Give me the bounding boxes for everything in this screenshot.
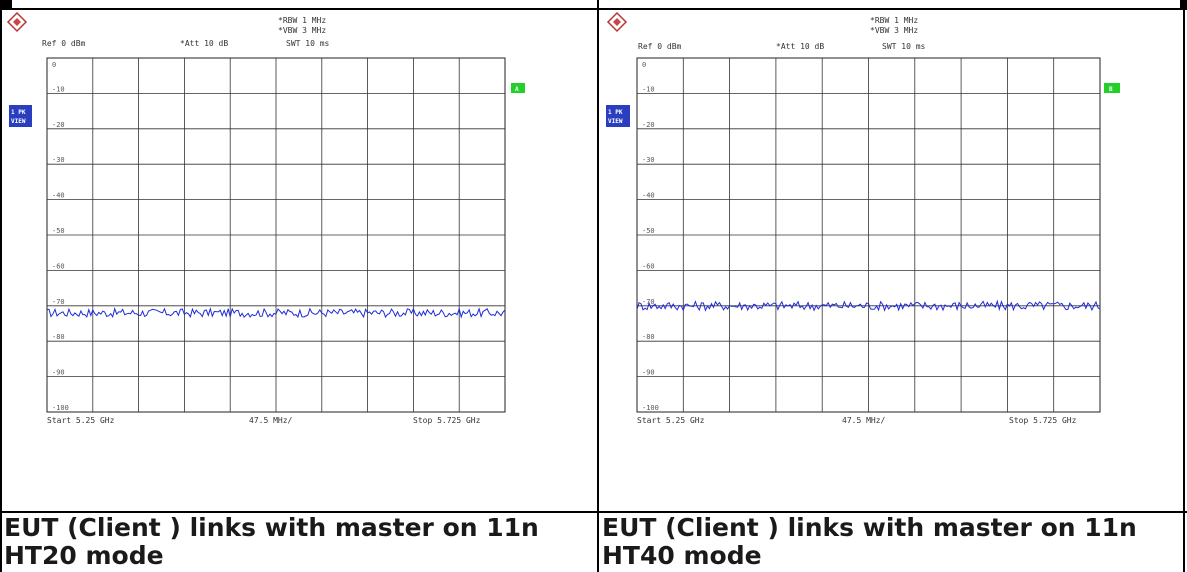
x-start-label: Start 5.25 GHz [47, 416, 115, 425]
x-div-label: 47.5 MHz/ [249, 416, 293, 425]
spectrum-svg-ht20: *RBW 1 MHz *VBW 3 MHz Ref 0 dBm *Att 10 … [6, 11, 525, 425]
y-tick-label: -40 [52, 192, 65, 200]
caption-ht20-line2: HT20 mode [4, 541, 164, 570]
y-tick-label: -10 [642, 85, 655, 93]
y-tick-label: -70 [52, 298, 65, 306]
y-tick-label: -90 [52, 369, 65, 377]
frame-middle-line [597, 0, 599, 572]
caption-ht20-line1: EUT (Client ) links with master on 11n [4, 513, 539, 542]
y-tick-label: -100 [52, 404, 69, 412]
view-badge-line1: 1 PK [11, 109, 26, 116]
y-tick-label: -60 [642, 262, 655, 270]
marker-badge-label: B [1109, 86, 1113, 93]
spectrum-trace [636, 299, 1101, 312]
spectrum-svg-ht40: *RBW 1 MHz *VBW 3 MHz Ref 0 dBm *Att 10 … [606, 11, 1120, 425]
y-tick-labels: 0 -10 -20 -30 -40 -50 -60 -70 -80 -90 -100 [52, 61, 69, 412]
x-start-label: Start 5.25 GHz [637, 416, 705, 425]
frame-left-line [0, 0, 2, 572]
y-tick-label: 0 [642, 61, 646, 69]
vbw-label: *VBW 3 MHz [870, 26, 918, 35]
y-tick-label: -80 [52, 333, 65, 341]
logo-icon [6, 11, 28, 33]
spectrum-trace [46, 306, 506, 319]
y-tick-label: -50 [642, 227, 655, 235]
ref-label: Ref 0 dBm [638, 42, 682, 51]
view-badge-line2: VIEW [608, 118, 623, 125]
y-tick-label: -50 [52, 227, 65, 235]
caption-ht40-line2: HT40 mode [602, 541, 762, 570]
view-badge: 1 PK VIEW [606, 105, 630, 127]
y-tick-label: -60 [52, 262, 65, 270]
view-badge-line1: 1 PK [608, 109, 623, 116]
view-badge-line2: VIEW [11, 118, 26, 125]
y-tick-label: -10 [52, 85, 65, 93]
spectrum-panel-ht40: *RBW 1 MHz *VBW 3 MHz Ref 0 dBm *Att 10 … [600, 11, 1187, 511]
x-stop-label: Stop 5.725 GHz [1009, 416, 1077, 425]
frame-right-line [1183, 0, 1185, 572]
plot-grid [637, 58, 1100, 412]
y-tick-label: -40 [642, 192, 655, 200]
y-tick-label: -70 [642, 298, 655, 306]
marker-badge-label: A [515, 86, 519, 93]
y-tick-label: -90 [642, 369, 655, 377]
y-tick-label: -30 [642, 156, 655, 164]
plot-grid [47, 58, 505, 412]
swt-label: SWT 10 ms [286, 39, 330, 48]
spectrum-panel-ht20: *RBW 1 MHz *VBW 3 MHz Ref 0 dBm *Att 10 … [4, 11, 596, 511]
x-div-label: 47.5 MHz/ [842, 416, 886, 425]
y-tick-label: -20 [52, 121, 65, 129]
logo-icon [606, 11, 628, 33]
att-label: *Att 10 dB [776, 42, 824, 51]
y-tick-label: -100 [642, 404, 659, 412]
caption-ht40: EUT (Client ) links with master on 11n H… [602, 514, 1182, 570]
rbw-label: *RBW 1 MHz [870, 16, 918, 25]
view-badge: 1 PK VIEW [9, 105, 32, 127]
marker-badge: B [1104, 83, 1120, 93]
caption-ht40-line1: EUT (Client ) links with master on 11n [602, 513, 1137, 542]
marker-badge: A [511, 83, 525, 93]
y-tick-label: -80 [642, 333, 655, 341]
caption-divider [0, 511, 1187, 513]
y-tick-label: 0 [52, 61, 56, 69]
y-tick-label: -30 [52, 156, 65, 164]
swt-label: SWT 10 ms [882, 42, 926, 51]
y-tick-labels: 0 -10 -20 -30 -40 -50 -60 -70 -80 -90 -100 [642, 61, 659, 412]
frame-top-line [0, 8, 1187, 10]
rbw-label: *RBW 1 MHz [278, 16, 326, 25]
ref-label: Ref 0 dBm [42, 39, 86, 48]
x-stop-label: Stop 5.725 GHz [413, 416, 481, 425]
top-bar-left [0, 0, 12, 10]
vbw-label: *VBW 3 MHz [278, 26, 326, 35]
caption-ht20: EUT (Client ) links with master on 11n H… [4, 514, 599, 570]
att-label: *Att 10 dB [180, 39, 228, 48]
y-tick-label: -20 [642, 121, 655, 129]
